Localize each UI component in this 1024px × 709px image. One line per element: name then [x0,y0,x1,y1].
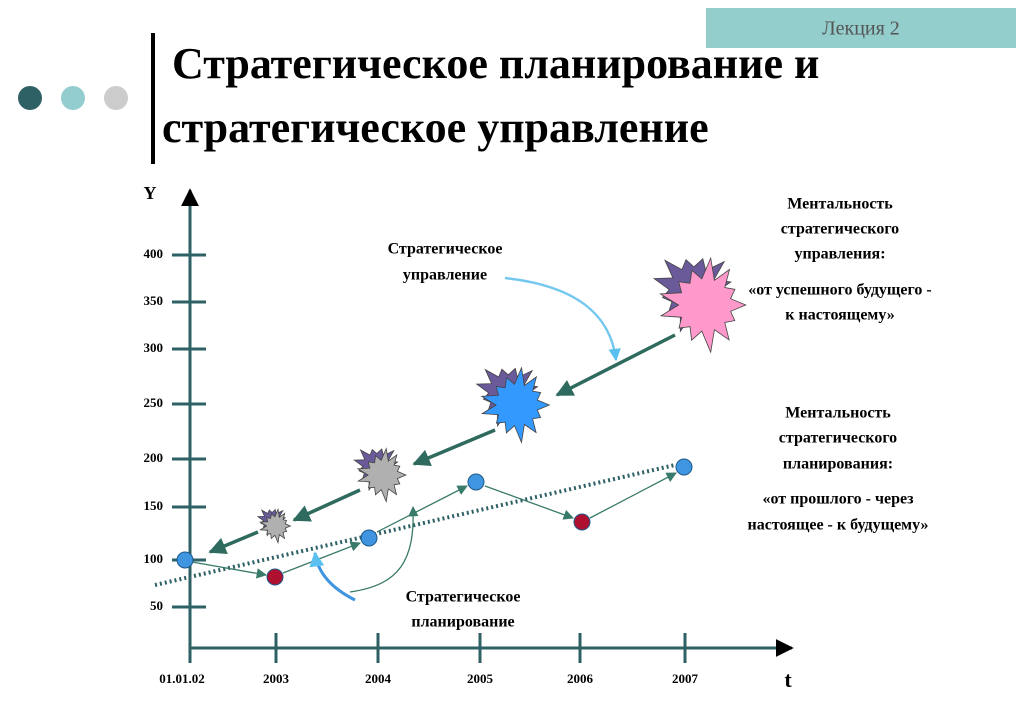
title: Стратегическое планирование и [172,39,819,88]
callout-arrow [309,551,356,602]
y-tick-label: 100 [144,551,164,566]
x-tick-label: 2005 [467,671,494,686]
y-tick-label: 200 [144,450,164,465]
planning-path [191,472,677,593]
burst [659,256,747,354]
dot [61,86,85,110]
label: Стратегическое [388,241,503,258]
x-tick-label: 2004 [365,671,392,686]
mentality-text: «от прошлого - через [763,491,915,508]
burst [480,366,551,444]
mentality-text: к настоящему» [785,307,894,324]
y-tick-label: 250 [144,395,164,410]
mentality-text: Ментальность [785,405,891,422]
label: управление [403,267,487,284]
header-box [706,8,1016,48]
y-axis-label: Y [144,183,157,203]
axes [181,188,794,657]
x-axis-label: t [784,667,792,692]
lecture-label: Лекция 2 [822,18,900,40]
points [176,458,693,586]
label: планирование [411,614,514,631]
x-tick-label: 2006 [567,671,594,686]
y-tick-label: 50 [150,598,163,613]
mentality-text: стратегического [779,430,897,447]
y-tick-label: 300 [144,340,164,355]
y-tick-label: 150 [144,498,164,513]
burst [356,447,407,504]
x-tick-label: 2007 [672,671,699,686]
x-tick-label: 2003 [263,671,290,686]
callout-arrow [504,276,621,362]
dot [18,86,42,110]
label: Стратегическое [406,589,521,606]
trend-line [154,463,676,587]
y-tick-label: 400 [144,246,164,261]
mentality-text: настоящее - к будущему» [748,517,929,534]
mentality-text: управления: [794,246,885,263]
mentality-text: «от успешного будущего - [748,282,931,299]
x-tick-label: 01.01.02 [159,671,205,686]
management-arrows [208,333,676,555]
mentality-text: стратегического [781,221,899,238]
y-tick-label: 350 [144,293,164,308]
dot [104,86,128,110]
title-bar [151,33,155,164]
title: стратегическое управление [162,103,709,152]
mentality-text: Ментальность [787,196,893,213]
burst [258,507,292,545]
mentality-text: планирования: [783,456,893,473]
